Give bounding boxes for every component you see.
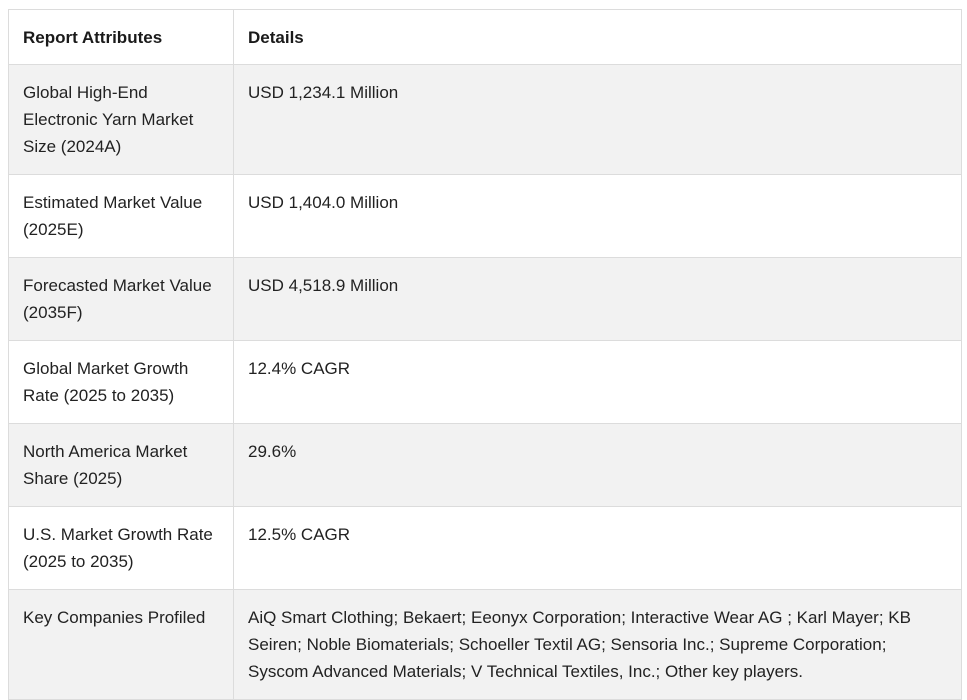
table-row: Forecasted Market Value (2035F) USD 4,51… — [8, 257, 962, 341]
row-attribute: Global Market Growth Rate (2025 to 2035) — [8, 340, 234, 424]
report-attributes-table-container: Report Attributes Details Global High-En… — [8, 9, 962, 700]
table-row: Global Market Growth Rate (2025 to 2035)… — [8, 340, 962, 424]
row-attribute: U.S. Market Growth Rate (2025 to 2035) — [8, 506, 234, 590]
row-attribute: North America Market Share (2025) — [8, 423, 234, 507]
table-row: U.S. Market Growth Rate (2025 to 2035) 1… — [8, 506, 962, 590]
row-detail: 12.4% CAGR — [233, 340, 962, 424]
table-row: Estimated Market Value (2025E) USD 1,404… — [8, 174, 962, 258]
row-attribute: Global High-End Electronic Yarn Market S… — [8, 64, 234, 175]
row-detail: AiQ Smart Clothing; Bekaert; Eeonyx Corp… — [233, 589, 962, 700]
row-attribute: Key Companies Profiled — [8, 589, 234, 700]
row-attribute: Estimated Market Value (2025E) — [8, 174, 234, 258]
header-details: Details — [233, 9, 962, 65]
row-attribute: Forecasted Market Value (2035F) — [8, 257, 234, 341]
table-row: Global High-End Electronic Yarn Market S… — [8, 64, 962, 175]
table-header-row: Report Attributes Details — [8, 9, 962, 65]
row-detail: USD 1,234.1 Million — [233, 64, 962, 175]
row-detail: 29.6% — [233, 423, 962, 507]
row-detail: 12.5% CAGR — [233, 506, 962, 590]
row-detail: USD 1,404.0 Million — [233, 174, 962, 258]
header-report-attributes: Report Attributes — [8, 9, 234, 65]
report-attributes-table: Report Attributes Details Global High-En… — [8, 9, 962, 700]
row-detail: USD 4,518.9 Million — [233, 257, 962, 341]
table-row: Key Companies Profiled AiQ Smart Clothin… — [8, 589, 962, 700]
table-row: North America Market Share (2025) 29.6% — [8, 423, 962, 507]
